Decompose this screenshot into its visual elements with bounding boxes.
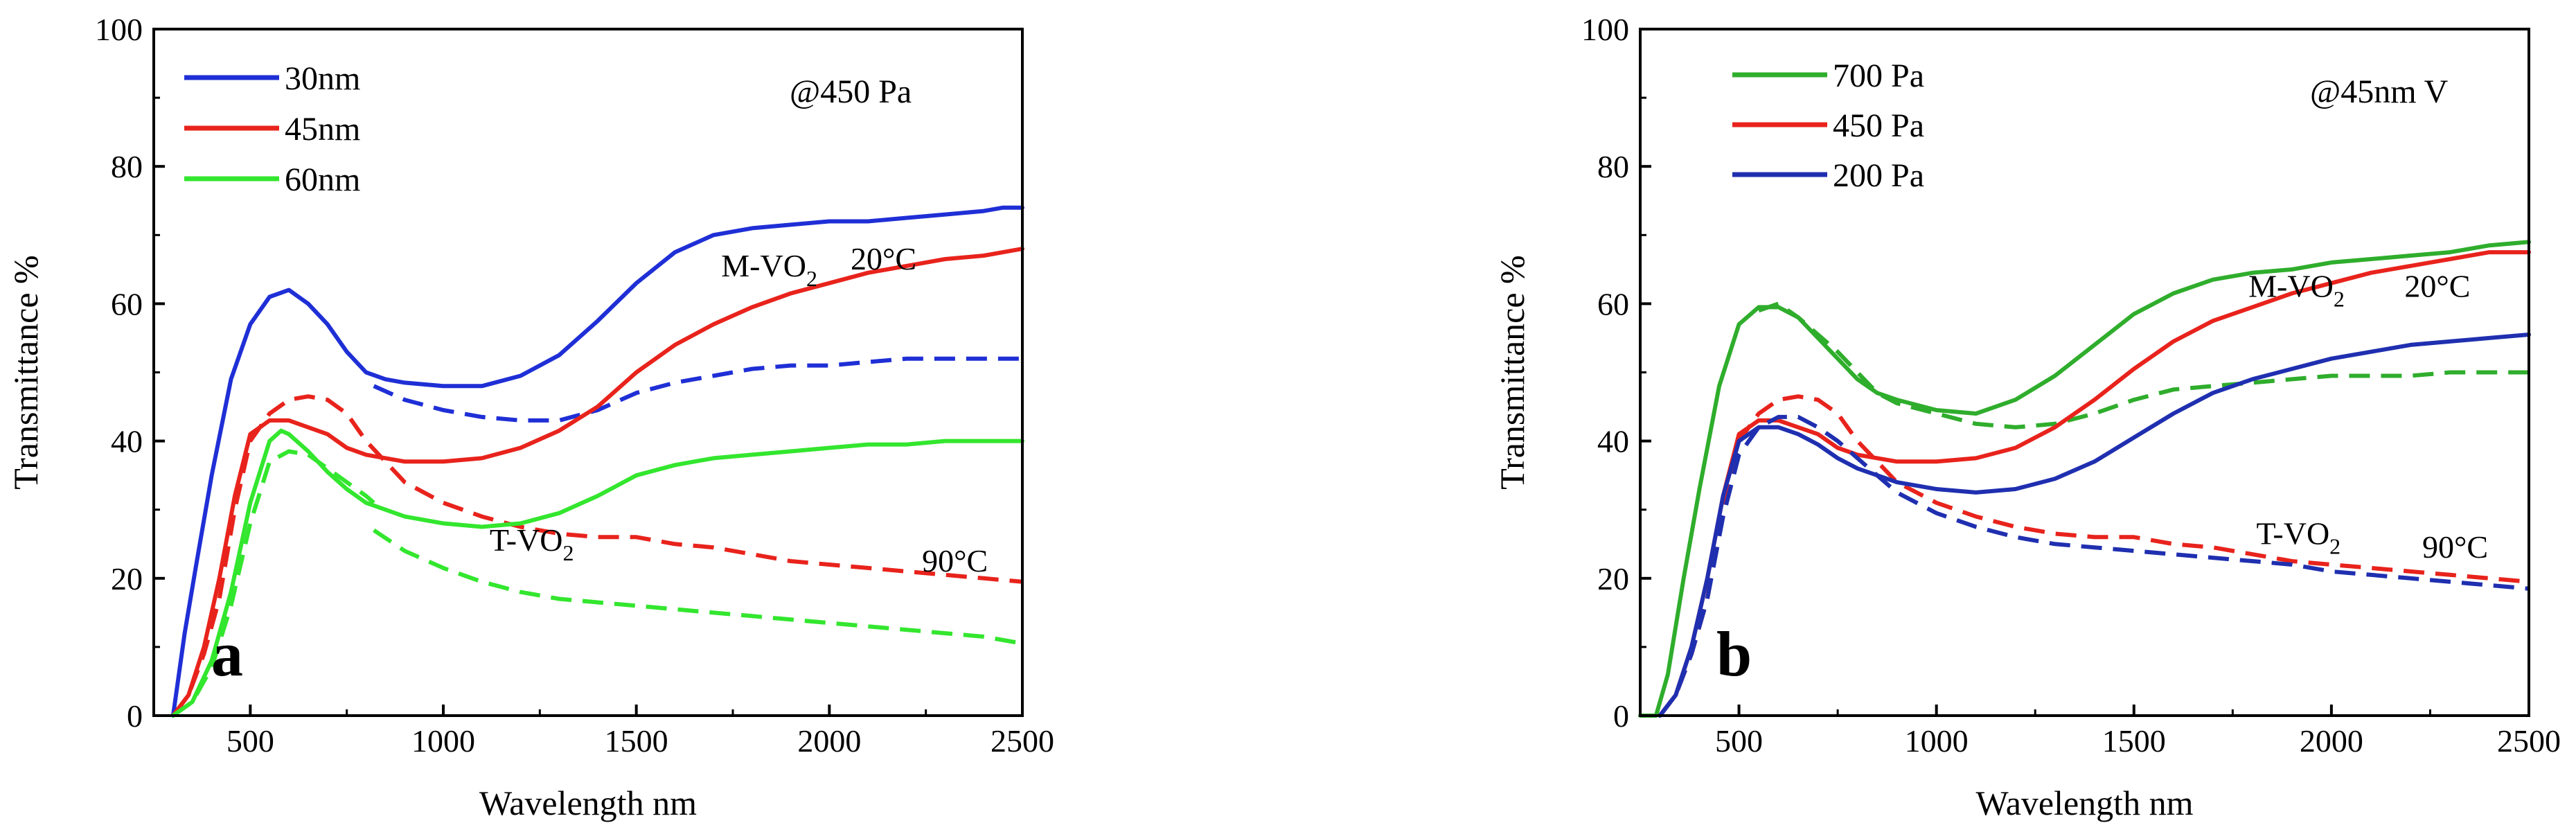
x-tick-label-a: 1000: [411, 723, 475, 759]
y-tick-label-b: 20: [1597, 561, 1629, 596]
x-tick-label-b: 2500: [2497, 723, 2561, 759]
panel-letter-b: b: [1716, 619, 1752, 689]
chart-panel-b: 500 1000 1500 2000 2500 0 20 40 60 80 100 Wavelengt…: [1493, 12, 2561, 822]
annotation-t-phase-a: T-VO2: [490, 522, 574, 565]
series-line-b-5: [1658, 414, 2530, 717]
legend-label-b: 450 Pa: [1833, 107, 1924, 144]
y-axis-title-b: Transmittance %: [1493, 255, 1531, 489]
y-tick-label-a: 60: [111, 286, 143, 321]
x-tick-label-b: 2000: [2300, 723, 2363, 759]
series-line-a-4: [170, 428, 1024, 718]
x-tick-label-b: 500: [1715, 723, 1763, 759]
y-tick-label-b: 40: [1597, 424, 1629, 459]
annotation-m-phase-a: M-VO2: [721, 248, 817, 291]
legend-label-a: 45nm: [285, 111, 360, 148]
y-tick-label-a: 20: [111, 561, 143, 596]
series-line-b-0: [1638, 240, 2531, 718]
series-line-b-4: [1658, 333, 2531, 718]
series-line-b-3: [1658, 394, 2530, 717]
chart-panel-a: 500 1000 1500 2000 2500 0 20 40 60 80 100 Wavelengt…: [6, 12, 1054, 822]
x-axis-title-a: Wavelength nm: [479, 784, 697, 822]
series-line-b-2: [1658, 250, 2531, 718]
legend-label-b: 200 Pa: [1833, 157, 1924, 194]
legend-label-b: 700 Pa: [1833, 57, 1924, 94]
series-line-a-0: [170, 205, 1024, 718]
y-tick-label-a: 40: [111, 424, 143, 459]
series-line-a-5: [172, 449, 375, 718]
y-tick-label-b: 80: [1597, 149, 1629, 184]
y-tick-label-a: 80: [111, 149, 143, 184]
y-tick-label-a: 100: [95, 12, 143, 47]
x-tick-label-a: 2500: [991, 723, 1054, 759]
series-line-a-1: [373, 356, 1022, 423]
y-tick-label-a: 0: [127, 698, 143, 734]
y-axis-title-a: Transmittance %: [6, 255, 45, 489]
legend-label-a: 30nm: [285, 60, 360, 97]
condition-label-a: @450 Pa: [790, 73, 912, 110]
condition-label-b: @45nm V: [2310, 73, 2449, 110]
annotation-m-temp-a: 20°C: [851, 241, 916, 276]
series-line-a-3: [171, 394, 1023, 717]
annotation-m-temp-b: 20°C: [2404, 268, 2470, 303]
y-tick-label-b: 0: [1613, 698, 1629, 734]
y-tick-label-b: 60: [1597, 286, 1629, 321]
x-tick-label-a: 2000: [797, 723, 861, 759]
plot-frame-b: [1639, 28, 2530, 717]
x-tick-label-a: 1500: [605, 723, 668, 759]
y-tick-label-b: 100: [1581, 12, 1629, 47]
annotation-t-temp-b: 90°C: [2422, 529, 2488, 565]
x-tick-label-b: 1500: [2102, 723, 2166, 759]
annotation-t-phase-b: T-VO2: [2257, 515, 2341, 558]
panel-letter-a: a: [211, 619, 243, 689]
legend-label-a: 60nm: [285, 161, 360, 198]
series-line-a-2: [170, 247, 1024, 718]
series-line-b-1: [1758, 301, 2529, 430]
x-tick-label-a: 500: [226, 723, 274, 759]
x-tick-label-b: 1000: [1905, 723, 1969, 759]
series-line-a-6: [373, 528, 1023, 646]
x-axis-title-b: Wavelength nm: [1976, 784, 2194, 822]
annotation-t-temp-a: 90°C: [922, 543, 988, 578]
annotation-m-phase-b: M-VO2: [2248, 268, 2345, 311]
